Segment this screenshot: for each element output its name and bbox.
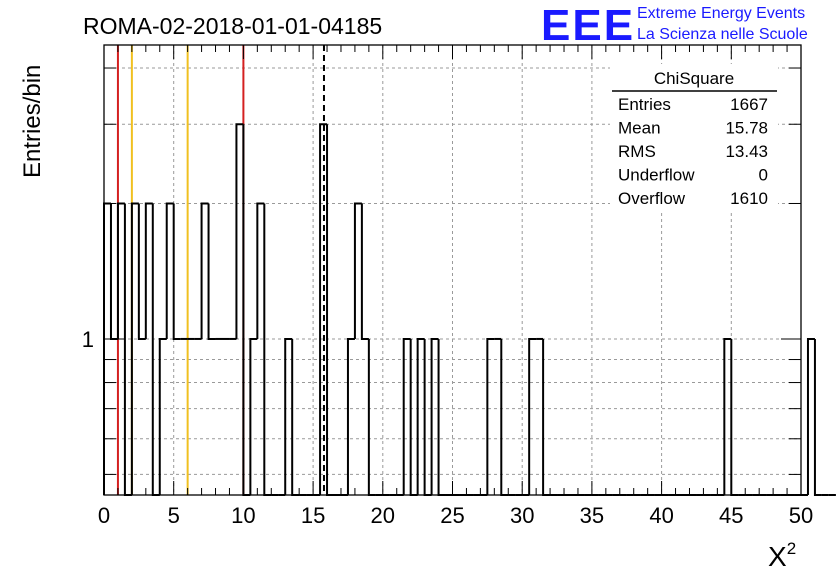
- histogram-bin: [144, 202, 153, 339]
- run-title: ROMA-02-2018-01-01-04185: [83, 13, 382, 39]
- stats-box: ChiSquare Entries 1667 Mean 15.78 RMS 13.43 Un…: [610, 64, 778, 210]
- histogram-bin: [402, 337, 411, 495]
- histogram-bin: [409, 338, 418, 496]
- histogram-bin: [528, 337, 537, 495]
- histogram-bin: [130, 202, 139, 495]
- histogram-bin: [486, 337, 495, 495]
- histogram-bin: [353, 202, 362, 339]
- logo-subtitle-2: La Scienza nelle Scuole: [637, 26, 808, 43]
- histogram-bin: [723, 337, 732, 495]
- x-tick-label: 5: [168, 503, 180, 528]
- x-tick-label: 35: [580, 503, 604, 528]
- x-tick-label: 25: [440, 503, 464, 528]
- histogram-bin: [207, 203, 216, 340]
- axis-ticks: [103, 45, 802, 495]
- x-tick-label: 30: [510, 503, 534, 528]
- stats-value: 15.78: [725, 119, 768, 138]
- stats-box-background: [610, 64, 778, 210]
- x-tick-label: 0: [98, 503, 110, 528]
- histogram-bin: [284, 337, 293, 495]
- histogram-bin: [813, 338, 822, 496]
- histogram-bin: [430, 337, 439, 495]
- x-tick-label: 40: [649, 503, 673, 528]
- stats-label: Overflow: [618, 189, 686, 208]
- histogram-bin: [123, 203, 132, 496]
- histogram-bin: [416, 337, 425, 495]
- y-tick-labels: 1: [82, 327, 94, 352]
- histogram-bin: [151, 203, 160, 496]
- histogram-bin: [158, 337, 167, 495]
- stats-value: 13.43: [725, 142, 768, 161]
- histogram-bin: [242, 124, 251, 496]
- histogram-bin: [249, 337, 258, 495]
- histogram-bin: [367, 338, 376, 496]
- x-axis-title: X2: [768, 539, 796, 572]
- y-axis-title: Entries/bin: [19, 65, 46, 178]
- x-tick-label: 10: [231, 503, 255, 528]
- histogram-bin: [116, 202, 125, 339]
- histogram-bin: [200, 202, 209, 339]
- stats-label: RMS: [618, 142, 656, 161]
- histogram-bin: [730, 338, 739, 496]
- histogram-bin: [165, 202, 174, 339]
- histogram-bin: [291, 338, 300, 496]
- x-tick-label: 20: [371, 503, 395, 528]
- histogram-bin: [103, 202, 111, 495]
- stats-value: 1610: [730, 189, 768, 208]
- eee-logo: EEE: [541, 1, 635, 50]
- histogram-bin: [109, 203, 118, 340]
- x-tick-labels: 0 5 10 15 20 25 30 35 40 45 50: [98, 503, 813, 528]
- stats-value: 0: [759, 166, 768, 185]
- x-tick-label: 50: [789, 503, 813, 528]
- histogram-bin: [346, 337, 355, 495]
- histogram-bin: [437, 338, 446, 496]
- histogram-bin: [256, 202, 265, 339]
- histogram-bin: [263, 203, 272, 496]
- histogram-bin: [360, 203, 369, 340]
- x-tick-label: 15: [301, 503, 325, 528]
- histogram-bin: [423, 338, 432, 496]
- stats-value: 1667: [730, 95, 768, 114]
- y-tick-label: 1: [82, 327, 94, 352]
- x-tick-label: 45: [719, 503, 743, 528]
- histogram-bin: [319, 123, 328, 495]
- stats-title: ChiSquare: [654, 69, 734, 88]
- histogram-bin: [326, 124, 335, 496]
- histogram-bin: [806, 337, 815, 495]
- stats-label: Mean: [618, 119, 661, 138]
- histogram-bin: [235, 123, 244, 339]
- stats-label: Entries: [618, 95, 671, 114]
- stats-label: Underflow: [618, 166, 695, 185]
- histogram-bin: [500, 338, 509, 496]
- logo-subtitle-1: Extreme Energy Events: [637, 5, 805, 22]
- histogram-bin: [542, 338, 551, 496]
- histogram-bin: [172, 203, 181, 340]
- histogram-bin: [137, 203, 146, 340]
